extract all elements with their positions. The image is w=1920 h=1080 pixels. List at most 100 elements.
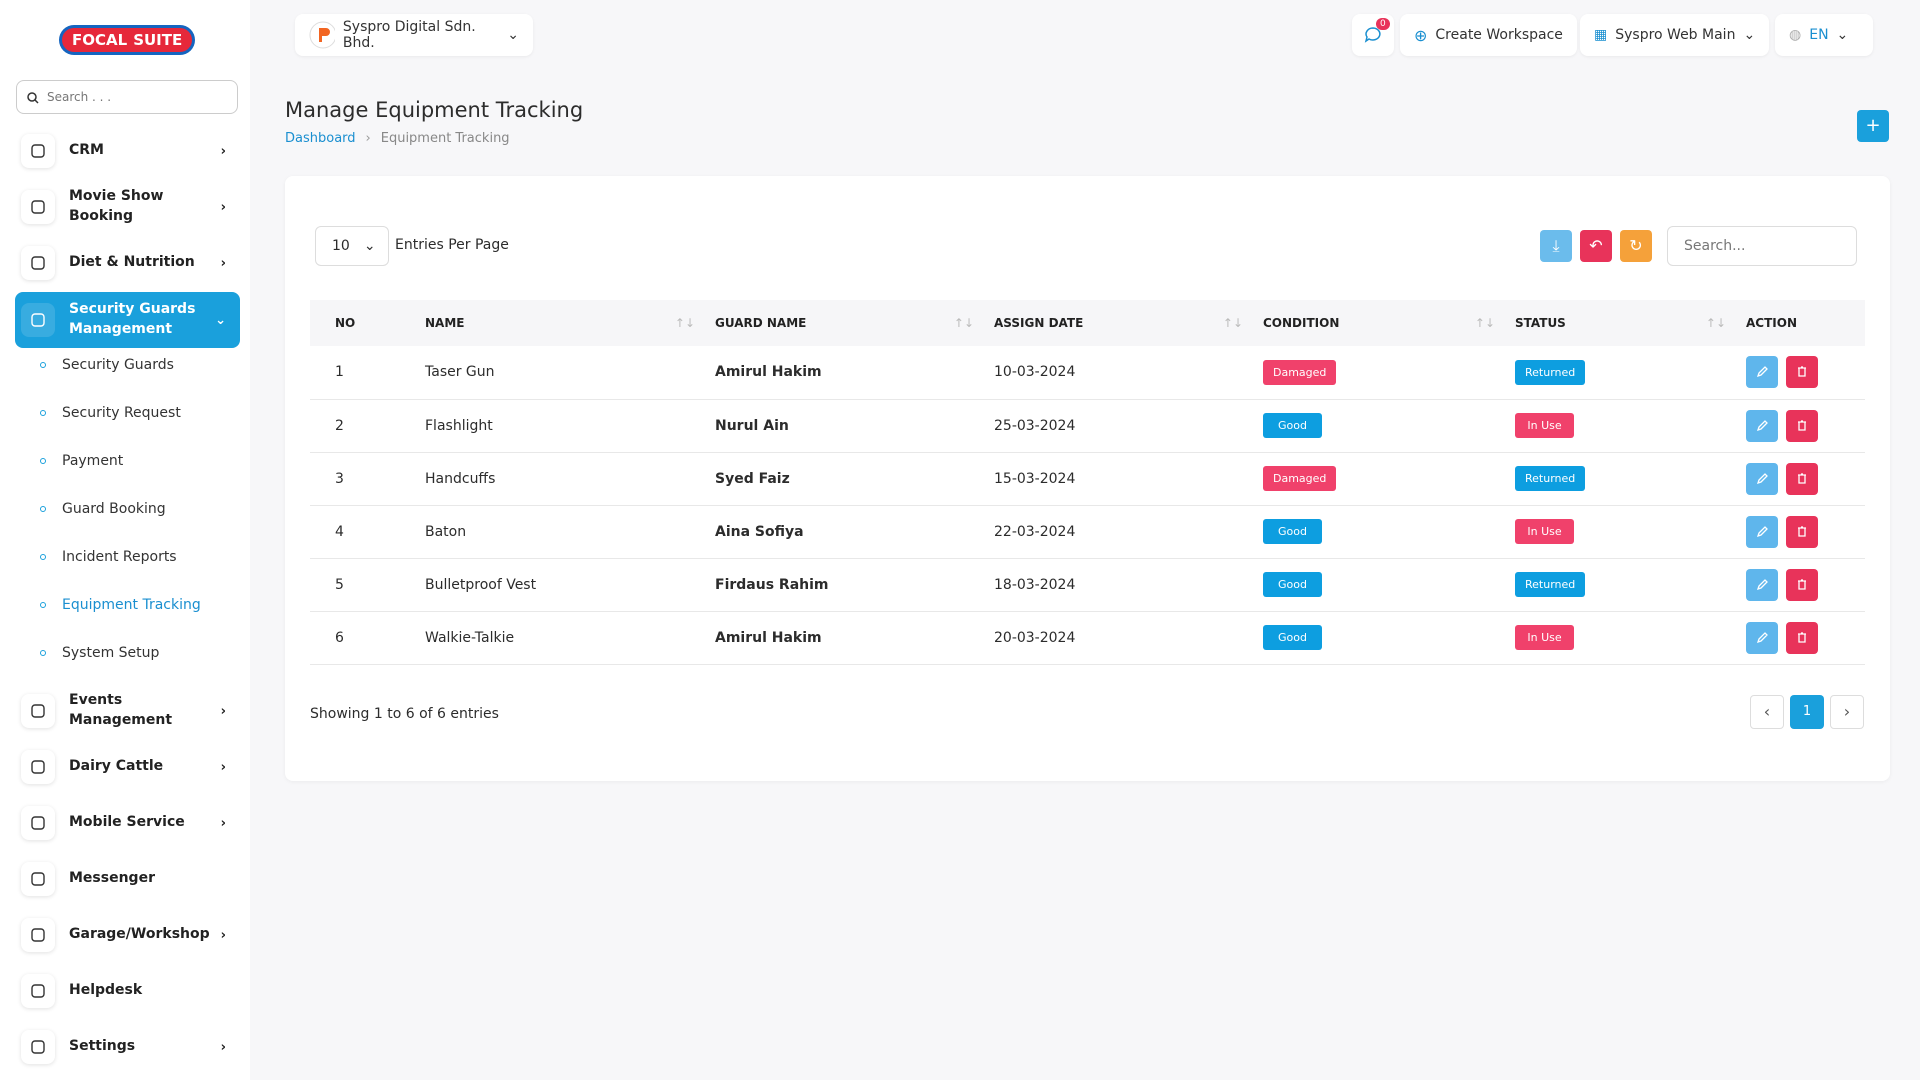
cell: Returned bbox=[1514, 452, 1745, 506]
submenu-item[interactable]: Incident Reports bbox=[40, 542, 177, 572]
column-label: NO bbox=[335, 316, 356, 330]
company-name: Syspro Digital Sdn. Bhd. bbox=[342, 19, 476, 51]
edit-button[interactable] bbox=[1746, 462, 1778, 495]
menu-item[interactable]: Dairy Cattle › bbox=[15, 740, 240, 794]
edit-button[interactable] bbox=[1746, 568, 1778, 601]
menu-chevron: › bbox=[220, 199, 226, 215]
cell: Baton bbox=[424, 505, 714, 559]
delete-button[interactable] bbox=[1786, 568, 1818, 601]
menu-item[interactable]: Garage/Workshop › bbox=[15, 908, 240, 962]
submenu-label: Payment bbox=[62, 453, 124, 469]
column-header: CONDITION ↑↓ bbox=[1262, 300, 1514, 346]
submenu-item[interactable]: Security Request bbox=[40, 398, 181, 428]
column-header: NAME ↑↓ bbox=[424, 300, 714, 346]
submenu-item[interactable]: System Setup bbox=[40, 638, 159, 668]
submenu-item[interactable]: Guard Booking bbox=[40, 494, 166, 524]
next-page[interactable]: › bbox=[1830, 695, 1864, 729]
edit-button[interactable] bbox=[1746, 621, 1778, 654]
menu-chevron: › bbox=[220, 759, 226, 775]
company-selector[interactable]: Syspro Digital Sdn. Bhd. ⌄ bbox=[295, 14, 533, 56]
notifications[interactable]: 0 bbox=[1352, 14, 1394, 56]
menu-label: Messenger bbox=[69, 870, 155, 887]
menu-label: Diet & Nutrition bbox=[69, 254, 195, 271]
sidebar-search[interactable]: Search . . . bbox=[16, 80, 238, 114]
menu-icon bbox=[21, 862, 55, 896]
sort-icon: ↑↓ bbox=[1222, 316, 1243, 330]
column-label: STATUS bbox=[1515, 316, 1566, 330]
menu-item[interactable]: Diet & Nutrition › bbox=[15, 236, 240, 290]
sort-icon: ↑↓ bbox=[1474, 316, 1495, 330]
refresh-button[interactable]: ↻ bbox=[1620, 230, 1652, 262]
menu-item[interactable]: Security Guards Management ⌄ bbox=[15, 292, 240, 348]
condition-badge: Good bbox=[1263, 625, 1322, 650]
entries-select[interactable]: 10 ⌄ bbox=[315, 226, 389, 266]
menu-item[interactable]: Helpdesk bbox=[15, 964, 240, 1018]
submenu-item[interactable]: Payment bbox=[40, 446, 123, 476]
workspace-selector[interactable]: ▦ Syspro Web Main ⌄ bbox=[1580, 14, 1770, 56]
pagination: ‹ 1 › bbox=[1750, 695, 1864, 729]
cell: Returned bbox=[1514, 558, 1745, 612]
table-row: 4 Baton Aina Sofiya 22-03-2024 Good In Use bbox=[310, 505, 1865, 559]
menu-label: Helpdesk bbox=[69, 982, 143, 999]
workspace-name: Syspro Web Main bbox=[1615, 27, 1736, 43]
delete-button[interactable] bbox=[1786, 356, 1818, 389]
submenu-item[interactable]: Security Guards bbox=[40, 350, 174, 380]
reset-button[interactable]: ↶ bbox=[1580, 230, 1612, 262]
status-badge: In Use bbox=[1515, 413, 1574, 438]
menu-item[interactable]: Mobile Service › bbox=[15, 796, 240, 850]
menu-icon bbox=[21, 694, 55, 728]
menu-item[interactable]: CRM › bbox=[15, 124, 240, 178]
cell: Returned bbox=[1514, 346, 1745, 400]
submenu-label: Security Guards bbox=[62, 357, 174, 373]
status-badge: Returned bbox=[1515, 466, 1586, 491]
submenu-label: Security Request bbox=[62, 405, 181, 421]
condition-badge: Good bbox=[1263, 572, 1322, 597]
submenu-item[interactable]: Equipment Tracking bbox=[40, 590, 201, 620]
logo-text: SUITE bbox=[133, 31, 183, 49]
cell: 15-03-2024 bbox=[993, 452, 1262, 506]
cell: 22-03-2024 bbox=[993, 505, 1262, 559]
cell: Handcuffs bbox=[424, 452, 714, 506]
table-search[interactable]: Search... bbox=[1667, 226, 1857, 266]
condition-badge: Damaged bbox=[1263, 466, 1337, 491]
menu-item[interactable]: Movie Show Booking › bbox=[15, 180, 240, 234]
cell: 5 bbox=[310, 558, 424, 612]
condition-badge: Good bbox=[1263, 519, 1322, 544]
menu-item[interactable]: Settings › bbox=[15, 1020, 240, 1074]
logo[interactable]: FOCAL SUITE bbox=[62, 28, 193, 52]
delete-button[interactable] bbox=[1786, 515, 1818, 548]
prev-page[interactable]: ‹ bbox=[1750, 695, 1784, 729]
breadcrumb-link[interactable]: Dashboard bbox=[285, 131, 356, 146]
submenu-dot bbox=[40, 362, 46, 368]
logo-text: FOCAL bbox=[72, 31, 128, 49]
page-button[interactable]: 1 bbox=[1790, 695, 1824, 729]
delete-button[interactable] bbox=[1786, 621, 1818, 654]
cell: In Use bbox=[1514, 611, 1745, 665]
cell: Nurul Ain bbox=[714, 399, 993, 453]
create-workspace[interactable]: ⊕ Create Workspace bbox=[1400, 14, 1577, 56]
menu-icon bbox=[21, 134, 55, 168]
export-button[interactable]: ⤓ bbox=[1540, 230, 1572, 262]
cell: 10-03-2024 bbox=[993, 346, 1262, 400]
breadcrumb: Dashboard › Equipment Tracking bbox=[285, 131, 510, 146]
language-selector[interactable]: ◍ EN ⌄ bbox=[1775, 14, 1873, 56]
submenu-dot bbox=[40, 602, 46, 608]
menu-label: Mobile Service bbox=[69, 814, 185, 831]
menu-chevron: › bbox=[220, 1039, 226, 1055]
menu-chevron: › bbox=[220, 703, 226, 719]
menu-item[interactable]: Events Management › bbox=[15, 684, 240, 738]
edit-button[interactable] bbox=[1746, 356, 1778, 389]
menu-label: Garage/Workshop bbox=[69, 926, 210, 943]
menu-label: CRM bbox=[69, 142, 104, 159]
cell: Good bbox=[1262, 558, 1514, 612]
add-button[interactable]: + bbox=[1857, 110, 1889, 142]
condition-badge: Good bbox=[1263, 413, 1322, 438]
edit-button[interactable] bbox=[1746, 515, 1778, 548]
delete-button[interactable] bbox=[1786, 462, 1818, 495]
table-row: 3 Handcuffs Syed Faiz 15-03-2024 Damaged Retu… bbox=[310, 452, 1865, 506]
menu-item[interactable]: Messenger bbox=[15, 852, 240, 906]
delete-button[interactable] bbox=[1786, 409, 1818, 442]
cell: In Use bbox=[1514, 505, 1745, 559]
submenu-label: Incident Reports bbox=[62, 549, 177, 565]
edit-button[interactable] bbox=[1746, 409, 1778, 442]
